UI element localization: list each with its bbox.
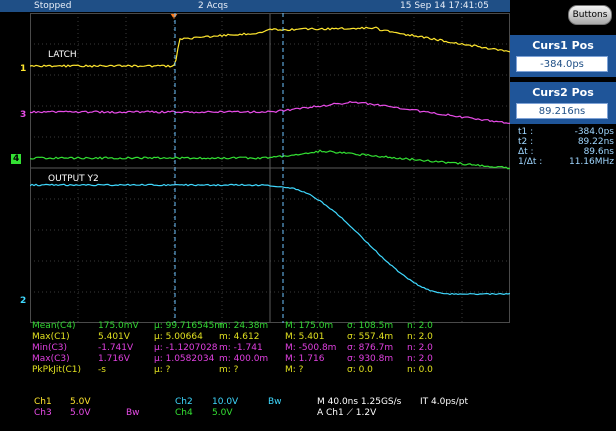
measurement-row[interactable]: Max(C3) 1.716V µ: 1.0582034 m: 400.0m M: 1.7… [32, 354, 510, 365]
readout-value: 11.16MHz [569, 157, 614, 167]
curs1-value[interactable]: -384.0ps [516, 56, 608, 72]
measurement-sigma: σ: 876.7m [347, 343, 393, 354]
output-label: OUTPUT Y2 [48, 174, 99, 184]
measurement-name: Min(C3) [32, 343, 67, 354]
measurement-mu: µ: 1.0582034 [154, 354, 214, 365]
measurement-M: M: 175.0m [285, 321, 333, 332]
ch2-scale[interactable]: 10.0V [212, 397, 238, 407]
ch2-ground-marker[interactable]: 2 [20, 296, 26, 306]
measurement-m: m: ? [219, 365, 238, 376]
ch4-scale[interactable]: 5.0V [212, 408, 232, 418]
status-bar: Stopped 2 Acqs 15 Sep 14 17:41:05 [0, 0, 510, 12]
ch4-label[interactable]: Ch4 [175, 408, 193, 418]
channel-settings-bar: Ch1 5.0V Ch3 5.0V Bw Ch2 10.0V Bw Ch4 5.… [0, 387, 616, 431]
cursor-readout: t1 : -384.0ps t2 : 89.22ns Δt : 89.6ns 1/Δt… [518, 127, 614, 167]
measurement-row[interactable]: PkPkJit(C1) -s µ: ? m: ? M: ? σ: 0.0 n: 0.0 [32, 365, 510, 376]
measurement-m: m: -1.741 [219, 343, 263, 354]
measurement-mu: µ: ? [154, 365, 170, 376]
ch1-scale[interactable]: 5.0V [70, 397, 90, 407]
readout-value: 89.6ns [584, 147, 614, 157]
measurement-M: M: -500.8m [285, 343, 336, 354]
readout-key: t2 : [518, 137, 533, 147]
measurement-n: n: 2.0 [407, 354, 433, 365]
curs1-panel[interactable]: Curs1 Pos -384.0ps [510, 35, 616, 77]
readout-value: 89.22ns [578, 137, 614, 147]
measurement-sigma: σ: 108.5m [347, 321, 393, 332]
date-time: 15 Sep 14 17:41:05 [400, 0, 489, 12]
measurement-row[interactable]: Max(C1) 5.401V µ: 5.00664 m: 4.612 M: 5.401 σ… [32, 332, 510, 343]
measurement-n: n: 2.0 [407, 343, 433, 354]
ch1-ground-marker[interactable]: 1 [20, 64, 26, 74]
measurement-mu: µ: 99.716545m [154, 321, 223, 332]
graticule [30, 13, 510, 323]
measurement-mu: µ: -1.1207028 [154, 343, 218, 354]
trigger-readout[interactable]: A Ch1 ⟋ 1.2V [317, 408, 376, 418]
timebase-readout[interactable]: M 40.0ns 1.25GS/s [317, 397, 401, 407]
measurement-value: 175.0mV [98, 321, 139, 332]
measurement-table: Mean(C4) 175.0mV µ: 99.716545m m: 24.38m M: … [32, 321, 510, 376]
measurement-row[interactable]: Min(C3) -1.741V µ: -1.1207028 m: -1.741 M: -… [32, 343, 510, 354]
measurement-name: PkPkJit(C1) [32, 365, 81, 376]
readout-key: Δt : [518, 147, 534, 157]
measurement-row[interactable]: Mean(C4) 175.0mV µ: 99.716545m m: 24.38m M: … [32, 321, 510, 332]
side-panel: Buttons Curs1 Pos -384.0ps Curs2 Pos 89.… [510, 0, 616, 431]
measurement-name: Mean(C4) [32, 321, 76, 332]
record-resolution: IT 4.0ps/pt [420, 397, 468, 407]
buttons-button[interactable]: Buttons [568, 5, 612, 25]
readout-key: 1/Δt : [518, 157, 542, 167]
ch3-bandwidth: Bw [126, 408, 140, 418]
measurement-sigma: σ: 557.4m [347, 332, 393, 343]
measurement-m: m: 400.0m [219, 354, 268, 365]
ch3-ground-marker[interactable]: 3 [20, 110, 26, 120]
measurement-M: M: ? [285, 365, 303, 376]
curs2-title: Curs2 Pos [510, 86, 616, 99]
measurement-n: n: 2.0 [407, 321, 433, 332]
measurement-n: n: 0.0 [407, 365, 433, 376]
waveform-display [30, 13, 510, 323]
measurement-value: -1.741V [98, 343, 133, 354]
measurement-sigma: σ: 0.0 [347, 365, 373, 376]
measurement-sigma: σ: 930.8m [347, 354, 393, 365]
measurement-value: 5.401V [98, 332, 130, 343]
latch-label: LATCH [48, 50, 77, 60]
measurement-m: m: 4.612 [219, 332, 259, 343]
measurement-n: n: 2.0 [407, 332, 433, 343]
measurement-name: Max(C3) [32, 354, 70, 365]
ch2-bandwidth: Bw [268, 397, 282, 407]
measurement-M: M: 5.401 [285, 332, 324, 343]
ch3-scale[interactable]: 5.0V [70, 408, 90, 418]
measurement-m: m: 24.38m [219, 321, 268, 332]
acq-status: Stopped [34, 0, 71, 12]
ch1-label[interactable]: Ch1 [34, 397, 52, 407]
acq-count: 2 Acqs [198, 0, 228, 12]
measurement-value: -s [98, 365, 106, 376]
measurement-value: 1.716V [98, 354, 130, 365]
ch3-label[interactable]: Ch3 [34, 408, 52, 418]
curs2-panel[interactable]: Curs2 Pos 89.216ns [510, 82, 616, 124]
ch2-label[interactable]: Ch2 [175, 397, 193, 407]
ch4-ground-marker[interactable]: 4 [11, 154, 21, 164]
readout-value: -384.0ps [575, 127, 614, 137]
readout-key: t1 : [518, 127, 533, 137]
measurement-M: M: 1.716 [285, 354, 324, 365]
curs1-title: Curs1 Pos [510, 39, 616, 52]
measurement-name: Max(C1) [32, 332, 70, 343]
measurement-mu: µ: 5.00664 [154, 332, 203, 343]
curs2-value[interactable]: 89.216ns [516, 103, 608, 119]
